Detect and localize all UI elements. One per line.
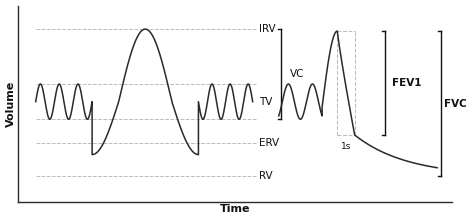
Text: IRV: IRV: [259, 24, 276, 34]
X-axis label: Time: Time: [220, 204, 251, 214]
Text: FVC: FVC: [445, 99, 467, 109]
Y-axis label: Volume: Volume: [6, 81, 16, 127]
Text: ERV: ERV: [259, 138, 279, 148]
Text: TV: TV: [259, 97, 273, 107]
Text: RV: RV: [259, 171, 273, 181]
Text: FEV1: FEV1: [392, 78, 421, 88]
Text: VC: VC: [290, 69, 304, 79]
Text: 1s: 1s: [341, 142, 351, 151]
